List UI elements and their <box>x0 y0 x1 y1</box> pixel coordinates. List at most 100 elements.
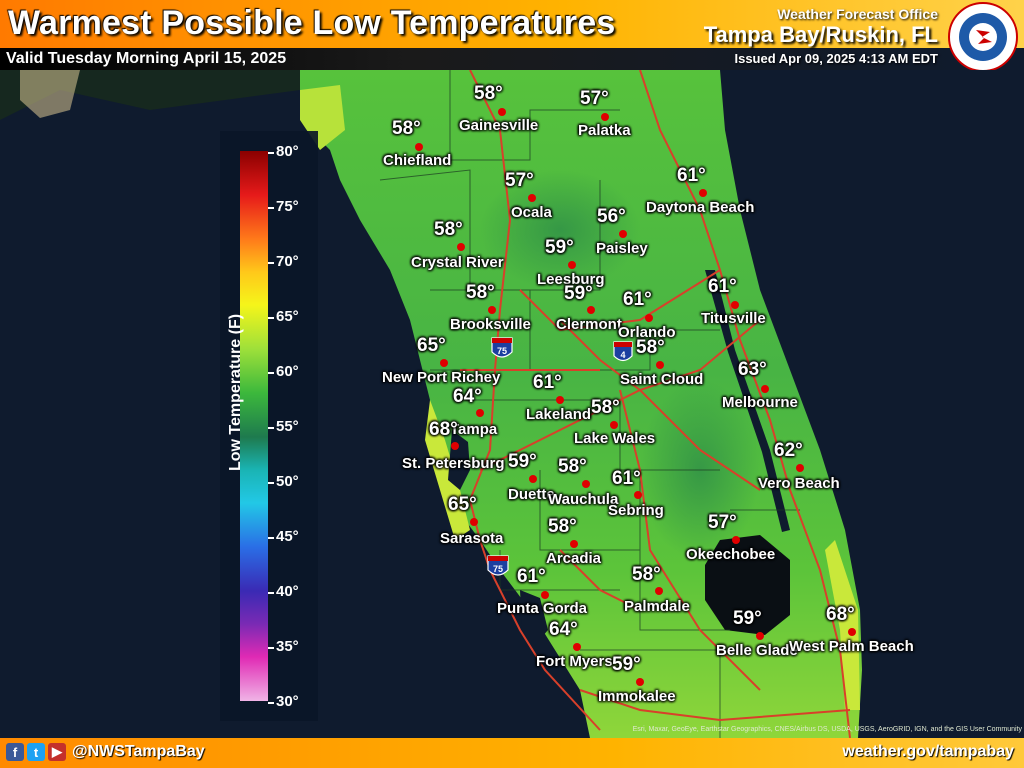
svg-text:75: 75 <box>497 346 507 356</box>
station-name-new-port-richey: New Port Richey <box>382 369 501 386</box>
county-lines <box>379 70 800 738</box>
station-name-lakeland: Lakeland <box>526 406 592 423</box>
nws-logo <box>948 2 1018 72</box>
facebook-icon[interactable]: f <box>6 743 24 761</box>
i75-shield-south: 75 <box>487 555 509 576</box>
station-name-melbourne: Melbourne <box>722 394 798 411</box>
station-name-fort-myers: Fort Myers <box>536 653 613 670</box>
legend-tick-mark <box>268 317 274 319</box>
map-attribution: Esri, Maxar, GeoEye, Earthstar Geographi… <box>632 726 1022 733</box>
charlotte-harbor <box>520 590 548 645</box>
station-dot-tampa <box>476 409 484 417</box>
station-dot-paisley <box>619 230 627 238</box>
station-name-punta-gorda: Punta Gorda <box>497 600 588 617</box>
station-dot-okeechobee <box>732 536 740 544</box>
station-dot-ocala <box>528 194 536 202</box>
station-temp-wauchula: 58° <box>558 456 587 477</box>
legend-tick-label: 45° <box>276 528 299 545</box>
legend-panel <box>220 131 318 721</box>
station-temp-chiefland: 58° <box>392 118 421 139</box>
twitter-icon[interactable]: t <box>27 743 45 761</box>
station-temp-arcadia: 58° <box>548 516 577 537</box>
station-dot-sebring <box>634 491 642 499</box>
station-name-west-palm-beach: West Palm Beach <box>789 638 914 655</box>
station-temp-daytona-beach: 61° <box>677 165 706 186</box>
station-name-st-petersburg: St. Petersburg <box>402 455 505 472</box>
station-name-okeechobee: Okeechobee <box>686 546 776 563</box>
station-temp-melbourne: 63° <box>738 359 767 380</box>
station-dot-west-palm-beach <box>848 628 856 636</box>
page-title: Warmest Possible Low Temperatures <box>8 4 616 42</box>
legend-tick-mark <box>268 482 274 484</box>
station-dot-saint-cloud <box>656 361 664 369</box>
station-dot-lake-wales <box>610 421 618 429</box>
legend-tick-label: 35° <box>276 638 299 655</box>
legend-tick-label: 65° <box>276 308 299 325</box>
social-handle[interactable]: @NWSTampaBay <box>72 743 205 760</box>
station-name-belle-glade: Belle Glade <box>716 642 798 659</box>
legend-tick-mark <box>268 152 274 154</box>
station-temp-saint-cloud: 58° <box>636 337 665 358</box>
station-dot-daytona-beach <box>699 189 707 197</box>
website-link[interactable]: weather.gov/tampabay <box>842 743 1014 760</box>
station-name-sebring: Sebring <box>608 502 664 519</box>
legend-tick-label: 50° <box>276 473 299 490</box>
legend-title: Low Temperature (F) <box>227 313 244 471</box>
station-dot-vero-beach <box>796 464 804 472</box>
station-temp-new-port-richey: 65° <box>417 335 446 356</box>
valid-bar <box>0 48 1024 70</box>
legend-tick-label: 80° <box>276 143 299 160</box>
station-temp-gainesville: 58° <box>474 83 503 104</box>
station-dot-lakeland <box>556 396 564 404</box>
indian-river <box>705 270 790 532</box>
station-name-immokalee: Immokalee <box>598 688 676 705</box>
station-dot-immokalee <box>636 678 644 686</box>
station-dot-gainesville <box>498 108 506 116</box>
footer-bar: f t ▶ @NWSTampaBay weather.gov/tampabay <box>0 738 1024 768</box>
station-dot-chiefland <box>415 143 423 151</box>
station-temp-sebring: 61° <box>612 468 641 489</box>
station-name-palatka: Palatka <box>578 122 631 139</box>
legend-tick-mark <box>268 647 274 649</box>
station-name-vero-beach: Vero Beach <box>758 475 840 492</box>
legend-tick-mark <box>268 592 274 594</box>
header-bar <box>0 0 1024 48</box>
station-dot-belle-glade <box>756 632 764 640</box>
station-temp-lake-wales: 58° <box>591 397 620 418</box>
lake-okeechobee <box>705 535 790 635</box>
station-temp-palatka: 57° <box>580 88 609 109</box>
i75-shield-north: 75 <box>491 337 513 358</box>
station-name-paisley: Paisley <box>596 240 648 257</box>
station-dot-brooksville <box>488 306 496 314</box>
legend-tick-mark <box>268 537 274 539</box>
station-name-brooksville: Brooksville <box>450 316 531 333</box>
station-temp-okeechobee: 57° <box>708 512 737 533</box>
station-temp-palmdale: 58° <box>632 564 661 585</box>
highways <box>460 70 851 738</box>
legend-tick-label: 60° <box>276 363 299 380</box>
station-name-titusville: Titusville <box>701 310 766 327</box>
station-dot-orlando <box>645 314 653 322</box>
station-temp-vero-beach: 62° <box>774 440 803 461</box>
legend-tick-mark <box>268 262 274 264</box>
station-dot-st-petersburg <box>451 442 459 450</box>
beach-sand <box>20 70 80 118</box>
station-temp-st-petersburg: 68° <box>429 419 458 440</box>
forecast-map: 75 4 75 <box>0 70 1024 738</box>
station-dot-sarasota <box>470 518 478 526</box>
station-temp-ocala: 57° <box>505 170 534 191</box>
legend-tick-label: 70° <box>276 253 299 270</box>
station-dot-melbourne <box>761 385 769 393</box>
station-temp-sarasota: 65° <box>448 494 477 515</box>
station-name-clermont: Clermont <box>556 316 622 333</box>
station-name-duette: Duette <box>508 486 555 503</box>
i4-shield: 4 <box>613 341 633 362</box>
youtube-icon[interactable]: ▶ <box>48 743 66 761</box>
station-dot-punta-gorda <box>541 591 549 599</box>
issued-time: Issued Apr 09, 2025 4:13 AM EDT <box>734 51 938 66</box>
station-dot-arcadia <box>570 540 578 548</box>
svg-text:75: 75 <box>493 564 503 574</box>
valid-time: Valid Tuesday Morning April 15, 2025 <box>6 50 287 67</box>
station-name-tampa: Tampa <box>450 421 498 438</box>
station-name-lake-wales: Lake Wales <box>574 430 656 447</box>
